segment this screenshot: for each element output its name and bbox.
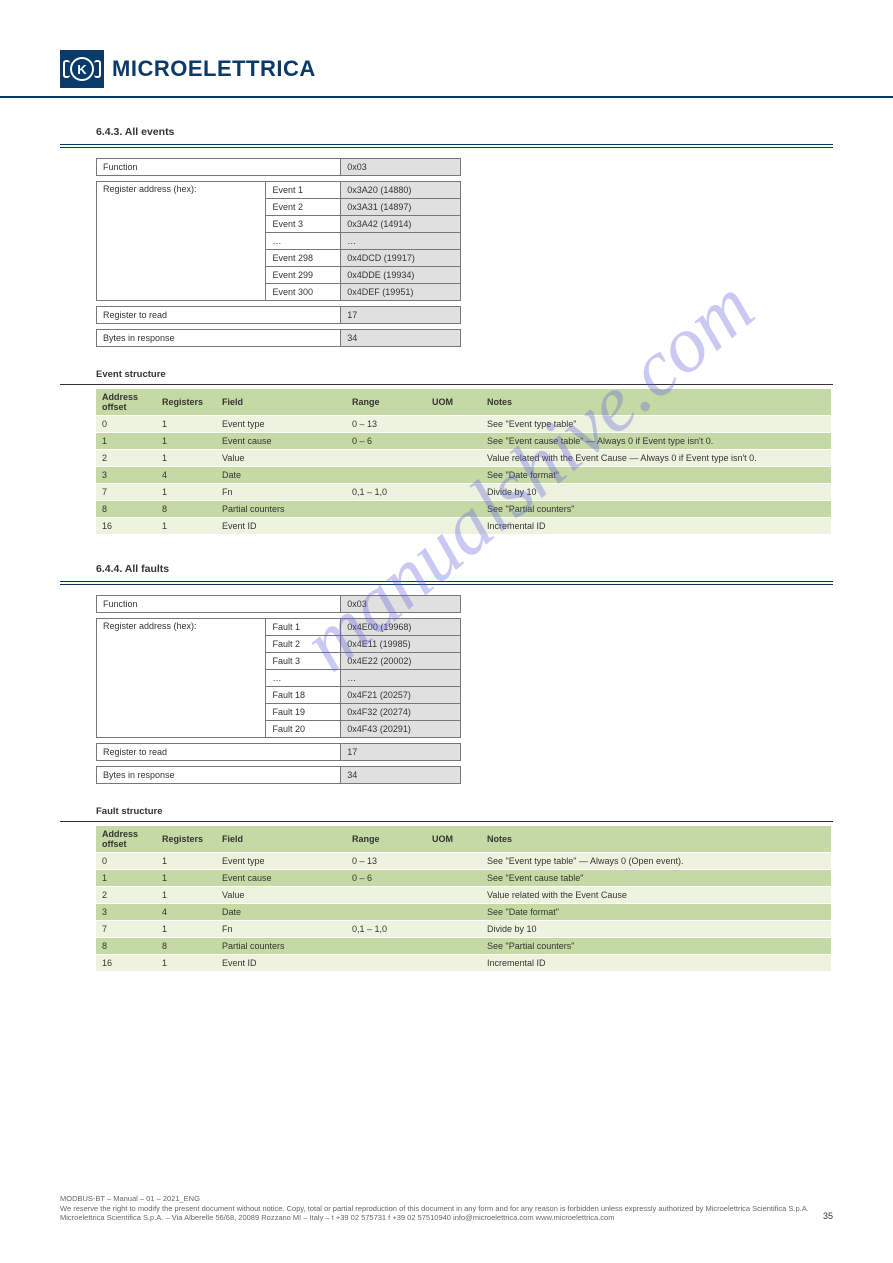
cmd-function-label: Function (97, 159, 341, 176)
cmd-reg-val: 0x3A20 (14880) (341, 182, 461, 199)
cmd-reg-desc: Event 1 (266, 182, 341, 199)
page-number: 35 (823, 1211, 833, 1223)
section2-data-table: Address offset Registers Field Range UOM… (96, 826, 831, 972)
logo-k-icon: K (70, 57, 94, 81)
section1-data-table: Address offset Registers Field Range UOM… (96, 389, 831, 535)
footer-doc-id: MODBUS-BT – Manual – 01 – 2021_ENG (60, 1194, 833, 1204)
section1-rule (60, 144, 833, 148)
table-row: 71Fn0,1 – 1,0Divide by 10 (96, 484, 831, 501)
table-row: 161Event IDIncremental ID (96, 955, 831, 972)
page-footer: MODBUS-BT – Manual – 01 – 2021_ENG We re… (60, 1194, 833, 1223)
page-content: 6.4.3. All events Function 0x03 Register… (0, 126, 893, 972)
table-header-row: Address offset Registers Field Range UOM… (96, 389, 831, 416)
table-row: 21ValueValue related with the Event Caus… (96, 450, 831, 467)
table-row: 88Partial countersSee "Partial counters" (96, 501, 831, 518)
section2-rule (60, 581, 833, 585)
table-row: 01Event type0 – 13See "Event type table" (96, 416, 831, 433)
page-header: K MICROELETTRICA (0, 0, 893, 98)
table-row: 34DateSee "Date format" (96, 467, 831, 484)
brand-name: MICROELETTRICA (112, 56, 316, 82)
section1-command-table: Function 0x03 Register address (hex): Ev… (96, 158, 461, 347)
table-row: 88Partial countersSee "Partial counters" (96, 938, 831, 955)
table-row: 161Event IDIncremental ID (96, 518, 831, 535)
section1-title: 6.4.3. All events (96, 126, 833, 138)
cmd-regread-label: Register to read (97, 307, 341, 324)
table-row: 11Event cause0 – 6See "Event cause table… (96, 870, 831, 887)
brand-logo: K (60, 50, 104, 88)
footer-copyright: We reserve the right to modify the prese… (60, 1204, 833, 1214)
table-row: 71Fn0,1 – 1,0Divide by 10 (96, 921, 831, 938)
section2-title: 6.4.4. All faults (96, 563, 833, 575)
table-header-row: Address offset Registers Field Range UOM… (96, 826, 831, 853)
cmd-regread-value: 17 (341, 307, 461, 324)
section2-subhead: Fault structure (96, 806, 833, 817)
section1-hr (60, 384, 833, 385)
table-row: 34DateSee "Date format" (96, 904, 831, 921)
section2-hr (60, 821, 833, 822)
table-row: 21ValueValue related with the Event Caus… (96, 887, 831, 904)
cmd-function-value: 0x03 (341, 159, 461, 176)
table-row: 11Event cause0 – 6See "Event cause table… (96, 433, 831, 450)
cmd-reg-label: Register address (hex): (97, 182, 266, 301)
cmd-bytes-value: 34 (341, 330, 461, 347)
cmd-bytes-label: Bytes in response (97, 330, 341, 347)
section2-command-table: Function 0x03 Register address (hex): Fa… (96, 595, 461, 784)
table-row: 01Event type0 – 13See "Event type table"… (96, 853, 831, 870)
footer-contact: Microelettrica Scientifica S.p.A. – Via … (60, 1213, 833, 1223)
section1-subhead: Event structure (96, 369, 833, 380)
